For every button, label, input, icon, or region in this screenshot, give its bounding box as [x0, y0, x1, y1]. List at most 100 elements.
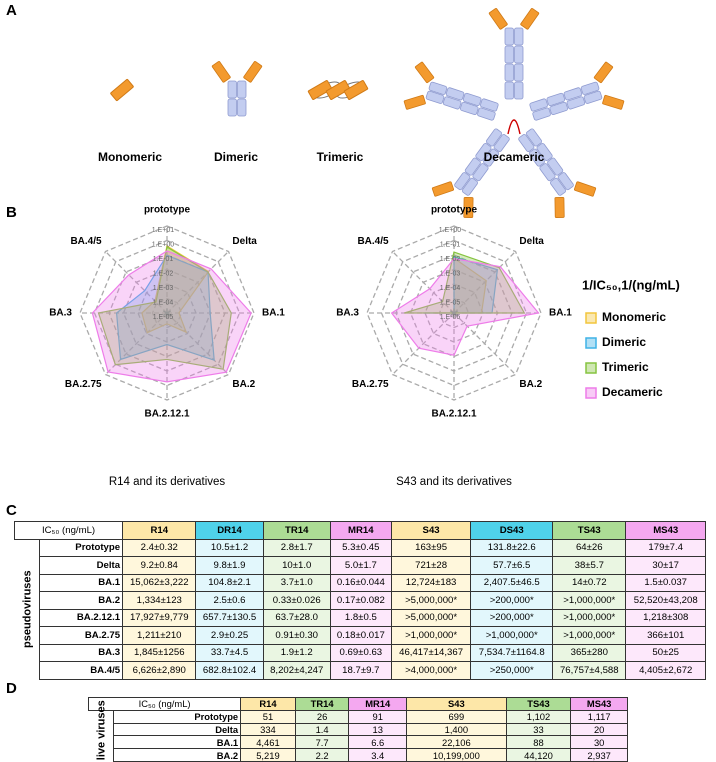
tick-label: 1.E+00	[152, 241, 174, 248]
table-cell: 20	[570, 722, 628, 737]
table-cell: 30	[570, 735, 628, 750]
table-cell: 9.2±0.84	[122, 556, 197, 575]
legend-label: Dimeric	[602, 335, 646, 349]
table-cell: 1,845±1256	[122, 643, 197, 662]
axis-label: BA.1	[549, 308, 572, 319]
axis-label: BA.2.75	[65, 379, 102, 390]
table-cell: 5,219	[240, 748, 296, 762]
radar-area	[115, 254, 215, 362]
table-cell: BA.1	[38, 573, 124, 592]
table-cell: >4,000,000*	[390, 661, 472, 680]
tick-label: 1.E-06	[440, 314, 461, 321]
axis-label: BA.2.75	[352, 379, 389, 390]
table-cell: 64±26	[552, 538, 627, 557]
table-cell: 721±28	[390, 556, 472, 575]
tick-label: 1.E-02	[153, 270, 174, 277]
table-cell: IC₅₀ (ng/mL)	[87, 697, 242, 711]
axis-label: BA.2.12.1	[431, 409, 476, 420]
table-cell: DS43	[470, 521, 554, 540]
trimer-icon	[307, 80, 369, 100]
table-cell: 699	[406, 709, 507, 724]
legend-swatch	[585, 337, 597, 349]
tick-label: 1.E-05	[440, 299, 461, 306]
table-cell: 1.4	[294, 722, 350, 737]
table-cell: 3.4	[348, 748, 408, 762]
table-row: live viruses Prototype 51 26 91 699 1,102 1,117	[89, 701, 628, 761]
table-cell: 15,062±3,222	[122, 573, 197, 592]
table-cell: 1,334±123	[122, 591, 197, 610]
grid-ring	[366, 225, 542, 401]
table-row: BA.2 5,219 2.2 3.4 10,199,000 44,120 2,937	[89, 748, 628, 762]
table-cell: 334	[240, 722, 296, 737]
table-cell: S43	[390, 521, 472, 540]
table-cell: Prototype	[112, 709, 242, 724]
axis-label: BA.2	[519, 379, 542, 390]
table-row: IC₅₀ (ng/mL) R14 TR14 MR14 S43 TS43 MS43	[87, 697, 628, 711]
table-cell: 0.18±0.017	[329, 626, 392, 645]
table-cell: 2.9±0.25	[195, 626, 264, 645]
radar-area	[91, 250, 252, 383]
table-cell: 63.7±28.0	[262, 608, 331, 627]
center-mark: ∗	[448, 305, 460, 321]
tick-label: 1.E-01	[153, 256, 174, 263]
spoke	[453, 312, 516, 375]
table-cell: live viruses	[95, 701, 107, 761]
tick-label: 1.E-03	[153, 285, 174, 292]
legend-label: Trimeric	[602, 360, 649, 374]
spoke	[166, 312, 229, 375]
table-cell: BA.2.12.1	[38, 608, 124, 627]
panel-a-label: Trimeric	[317, 150, 364, 164]
table-cell: 13	[348, 722, 408, 737]
spoke	[166, 251, 229, 314]
table-cell: 91	[348, 709, 408, 724]
tick-label: 1.E-04	[153, 299, 174, 306]
tick-label: 1.E+00	[439, 227, 461, 234]
table-cell: 50±25	[625, 643, 706, 662]
table-cell: 2.2	[294, 748, 350, 762]
grid-ring	[79, 225, 255, 401]
table-cell: Delta	[38, 556, 124, 575]
table-cell: 10,199,000	[406, 748, 507, 762]
table-cell: 10.5±1.2	[195, 538, 264, 557]
table-row: BA.2.75 1,211±210 2.9±0.25 0.91±0.30 0.18±0.…	[15, 626, 706, 645]
table-cell: BA.1	[112, 735, 242, 750]
table-cell: >1,000,000*	[470, 626, 554, 645]
table-cell: 1.9±1.2	[262, 643, 331, 662]
table-cell: TR14	[262, 521, 331, 540]
axis-label: BA.1	[262, 308, 285, 319]
table-row: BA.2.12.1 17,927±9,779 657.7±130.5 63.7±28.…	[15, 608, 706, 627]
table-cell: 18.7±9.7	[329, 661, 392, 680]
table-cell: >1,000,000*	[552, 608, 627, 627]
table-cell: BA.3	[38, 643, 124, 662]
grid-ring	[122, 268, 212, 358]
table-cell: >5,000,000*	[390, 591, 472, 610]
table-cell: 76,757±4,588	[552, 661, 627, 680]
grid-ring	[438, 297, 470, 329]
chart-subtitle: S43 and its derivatives	[396, 476, 512, 488]
table-cell: 1,400	[406, 722, 507, 737]
table-row: BA.1 15,062±3,222 104.8±2.1 3.7±1.0 0.16±0.0…	[15, 573, 706, 592]
table-cell: MR14	[329, 521, 392, 540]
tick-label: 1.E-04	[440, 285, 461, 292]
table-d: IC₅₀ (ng/mL) R14 TR14 MR14 S43 TS43 MS43 live v…	[87, 697, 628, 762]
table-cell: MS43	[625, 521, 706, 540]
center-mark: ∗	[161, 305, 173, 321]
table-cell: 6.6	[348, 735, 408, 750]
grid-ring	[380, 239, 528, 387]
table-cell: 2.4±0.32	[122, 538, 197, 557]
table-cell: Delta	[112, 722, 242, 737]
table-cell: 5.3±0.45	[329, 538, 392, 557]
table-cell: 46,417±14,367	[390, 643, 472, 662]
table-cell: 365±280	[552, 643, 627, 662]
tick-label: 1.E-03	[440, 270, 461, 277]
table-cell: TS43	[552, 521, 627, 540]
table-cell: 0.69±0.63	[329, 643, 392, 662]
axis-label: BA.4/5	[357, 236, 389, 247]
axis-label: Delta	[232, 236, 257, 247]
tick-label: 1.E-01	[440, 241, 461, 248]
table-cell: TR14	[294, 697, 350, 711]
table-cell: 10±1.0	[262, 556, 331, 575]
table-cell: 0.91±0.30	[262, 626, 331, 645]
legend-swatch	[585, 362, 597, 374]
